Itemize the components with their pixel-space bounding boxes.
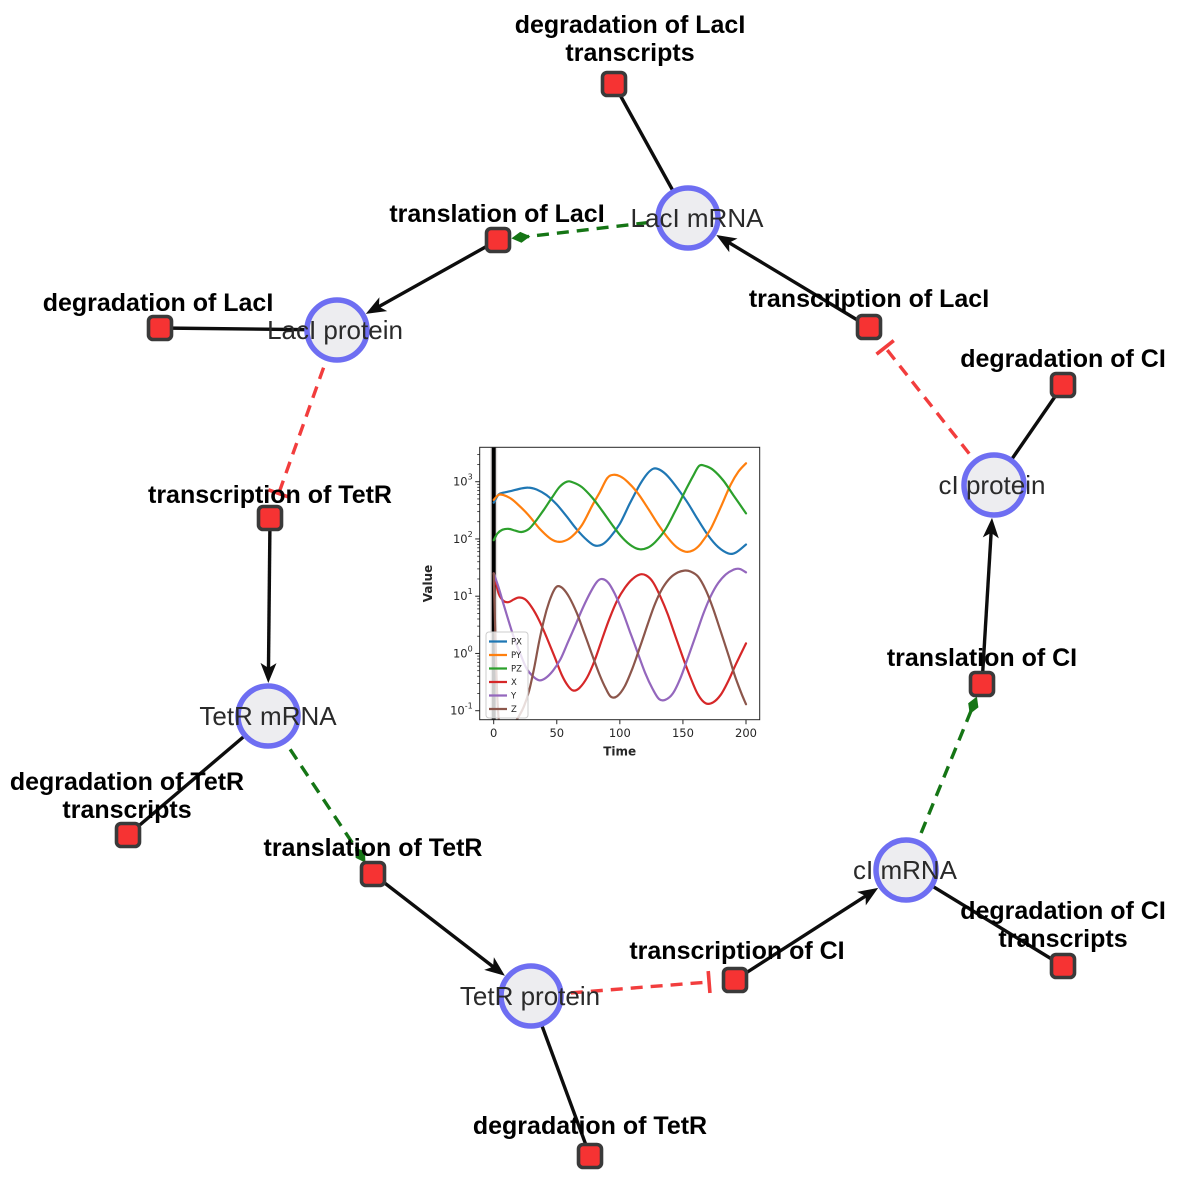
- reaction-node-transcription-tetr: [256, 504, 284, 532]
- reaction-label-translation-ci: translation of CI: [887, 644, 1077, 672]
- reaction-node-deg-laci-transcripts: [600, 70, 628, 98]
- edge-translation-laci-to-laci-protein-arrowhead: [365, 297, 388, 314]
- chart-series-PX: [492, 467, 748, 556]
- chart-legend-label-PX: PX: [511, 638, 522, 648]
- chart-legend-label-PY: PY: [511, 651, 522, 661]
- edges-layer: [126, 83, 1065, 1157]
- reaction-node-deg-ci-transcripts: [1049, 952, 1077, 980]
- chart-x-tick-label: 100: [609, 726, 631, 740]
- chart-y-tick-label: 101: [453, 587, 473, 603]
- edge-transcription-tetr-to-tetr-mrna-arrowhead: [260, 662, 277, 683]
- chart-series-PZ: [492, 463, 748, 551]
- labels-layer: LacI mRNA LacI protein TetR mRNA TetR prote…: [10, 11, 1166, 1140]
- edge-tetr-mrna-to-translation-tetr-arrowhead: [355, 846, 366, 863]
- species-label-tetr-mrna: TetR mRNA: [199, 701, 337, 731]
- reaction-label-translation-tetr: translation of TetR: [264, 834, 483, 862]
- edge-ci-mrna-to-translation-ci-arrowhead: [968, 696, 979, 715]
- nodes-layer: [114, 70, 1077, 1170]
- reaction-label-transcription-tetr: transcription of TetR: [148, 481, 392, 509]
- edge-transcription-ci-to-ci-mrna: [734, 893, 869, 982]
- species-label-laci-mrna: LacI mRNA: [631, 203, 765, 233]
- species-label-ci-mrna: cI mRNA: [853, 855, 958, 885]
- species-label-tetr-protein: TetR protein: [460, 981, 600, 1011]
- reaction-label-deg-ci-transcripts-line1: degradation of CI: [960, 897, 1166, 925]
- reaction-node-translation-tetr: [359, 860, 387, 888]
- edge-transcription-laci-to-laci-mrna: [726, 240, 870, 329]
- edge-tetr-protein-to-transcription-ci-tee-bar: [706, 970, 712, 994]
- chart-x-tick-label: 150: [672, 726, 694, 740]
- edge-translation-tetr-to-tetr-protein-arrowhead: [484, 957, 505, 976]
- species-node-laci-protein: [304, 297, 370, 363]
- species-node-ci-protein: [961, 452, 1027, 518]
- reaction-label-deg-laci-transcripts-line1: degradation of LacI: [515, 11, 746, 39]
- species-node-tetr-mrna: [235, 683, 301, 749]
- edge-translation-laci-to-laci-protein: [376, 238, 499, 310]
- chart-y-tick-label: 103: [453, 473, 473, 489]
- species-label-ci-protein: cI protein: [939, 470, 1046, 500]
- chart-legend-label-PZ: PZ: [511, 665, 522, 675]
- inset-chart: 0 50 100 150 20010-1100101102103TimeValuePXP…: [421, 446, 761, 759]
- reaction-node-deg-tetr: [576, 1142, 604, 1170]
- edge-ci-protein-to-transcription-laci-tee-bar: [875, 339, 895, 356]
- reaction-label-deg-laci: degradation of LacI: [43, 289, 274, 317]
- chart-y-tick-label: 100: [453, 644, 473, 660]
- chart-y-tick-label: 10-1: [450, 702, 473, 718]
- reaction-label-deg-tetr-transcripts-line2: transcripts: [62, 796, 191, 824]
- chart-series-X: [492, 572, 748, 705]
- reaction-label-transcription-laci: transcription of LacI: [749, 285, 989, 313]
- edge-translation-tetr-to-tetr-protein: [371, 872, 496, 970]
- edge-laci-mrna-to-translation-laci-arrowhead: [511, 231, 531, 243]
- reaction-node-transcription-laci: [855, 313, 883, 341]
- species-label-laci-protein: LacI protein: [267, 315, 403, 345]
- chart-legend: PX PY PZ XYZ: [485, 631, 529, 719]
- edge-transcription-ci-to-ci-mrna-arrowhead: [857, 887, 879, 906]
- reaction-label-deg-tetr: degradation of TetR: [473, 1112, 707, 1140]
- chart-x-tick-label: 0: [490, 726, 497, 740]
- edge-translation-ci-to-ci-protein-arrowhead: [982, 517, 999, 539]
- species-node-ci-mrna: [873, 837, 939, 903]
- species-node-tetr-protein: [498, 963, 564, 1029]
- chart-legend-label-X: X: [511, 678, 517, 688]
- chart-xlabel: Time: [603, 745, 636, 759]
- reaction-node-deg-ci: [1049, 371, 1077, 399]
- edge-translation-ci-to-ci-protein: [980, 530, 993, 685]
- reaction-node-deg-tetr-transcripts: [114, 821, 142, 849]
- reaction-label-deg-ci: degradation of CI: [960, 345, 1166, 373]
- species-node-laci-mrna: [655, 185, 721, 251]
- chart-x-tick-label: 50: [549, 726, 564, 740]
- edge-laci-protein-to-transcription-tetr-tee-bar: [267, 488, 290, 499]
- reaction-label-deg-tetr-transcripts-line1: degradation of TetR: [10, 768, 244, 796]
- reaction-node-translation-ci: [968, 670, 996, 698]
- chart-spines: [479, 446, 761, 721]
- reaction-label-deg-ci-transcripts-line2: transcripts: [998, 925, 1127, 953]
- chart-legend-label-Z: Z: [511, 705, 517, 715]
- reaction-node-transcription-ci: [721, 966, 749, 994]
- reaction-label-deg-laci-transcripts-line2: transcripts: [565, 39, 694, 67]
- edge-transcription-laci-to-laci-mrna-arrowhead: [716, 235, 738, 253]
- chart-y-tick-label: 102: [453, 530, 473, 546]
- chart-x-tick-label: 200: [735, 726, 757, 740]
- edge-transcription-tetr-to-tetr-mrna: [266, 517, 272, 671]
- chart-series-PY: [492, 462, 748, 553]
- reaction-node-translation-laci: [484, 226, 512, 254]
- reaction-label-transcription-ci: transcription of CI: [629, 937, 844, 965]
- reaction-node-deg-laci: [146, 314, 174, 342]
- chart-ylabel: Value: [421, 565, 435, 603]
- reaction-label-translation-laci: translation of LacI: [389, 200, 604, 228]
- chart-legend-label-Y: Y: [510, 692, 517, 702]
